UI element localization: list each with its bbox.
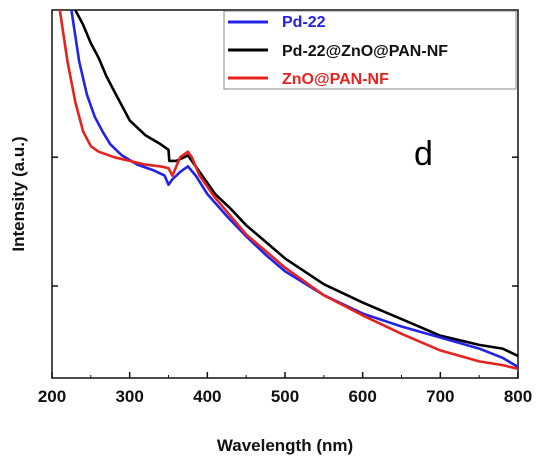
- panel-label: d: [414, 135, 433, 173]
- x-tick-label: 800: [504, 387, 532, 406]
- tick-layer: 200 300 400 500 600 700 800: [38, 156, 532, 406]
- x-tick-label: 700: [426, 387, 454, 406]
- legend-label-zno-pan-nf: ZnO@PAN-NF: [282, 71, 389, 88]
- legend-label-pd-22-zno-pan-nf: Pd-22@ZnO@PAN-NF: [282, 43, 448, 60]
- series-line-zno-pan-nf: [58, 10, 518, 371]
- legend: Pd-22 Pd-22@ZnO@PAN-NF ZnO@PAN-NF: [223, 10, 517, 90]
- x-tick-label: 200: [38, 387, 66, 406]
- x-tick-label: 400: [193, 387, 221, 406]
- legend-label-pd-22: Pd-22: [282, 14, 326, 31]
- x-axis-label: Wavelength (nm): [217, 436, 353, 455]
- series-line-pd-22: [70, 10, 518, 369]
- x-tick-label: 600: [348, 387, 376, 406]
- x-tick-label: 300: [115, 387, 143, 406]
- series-layer: [58, 10, 518, 371]
- y-axis-label: Intensity (a.u.): [9, 136, 28, 251]
- x-tick-label: 500: [271, 387, 299, 406]
- series-line-pd-22-zno-pan-nf: [74, 10, 518, 358]
